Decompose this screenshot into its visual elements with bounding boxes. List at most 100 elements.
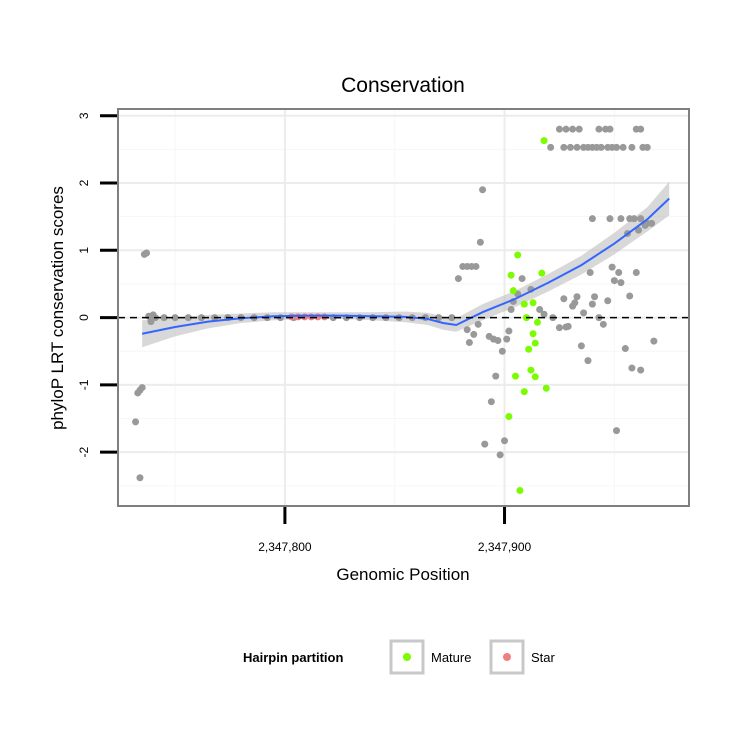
point-other <box>560 143 568 151</box>
point-other <box>597 143 605 151</box>
point-other <box>496 451 504 459</box>
point-other <box>634 226 642 234</box>
point-other <box>171 314 179 322</box>
point-mature <box>516 487 524 495</box>
point-other <box>621 345 629 353</box>
point-other <box>610 277 618 285</box>
point-other <box>555 324 563 332</box>
point-other <box>136 474 144 482</box>
point-other <box>575 125 583 133</box>
point-other <box>160 314 168 322</box>
point-mature <box>529 299 537 307</box>
point-mature <box>527 366 535 374</box>
point-other <box>588 215 596 223</box>
legend-swatch-star <box>503 653 511 661</box>
legend-label-star: Star <box>531 650 556 665</box>
point-mature <box>520 300 528 308</box>
point-other <box>474 320 482 328</box>
point-other <box>435 314 443 322</box>
point-other <box>498 347 506 355</box>
point-other <box>586 269 594 277</box>
point-other <box>632 269 640 277</box>
point-other <box>501 437 509 445</box>
point-other <box>628 143 636 151</box>
legend: Hairpin partition Mature Star <box>243 639 556 675</box>
point-other <box>518 275 526 283</box>
point-other <box>615 269 623 277</box>
point-other <box>540 310 548 318</box>
point-mature <box>507 271 515 279</box>
legend-title: Hairpin partition <box>243 650 343 665</box>
point-other <box>132 418 140 426</box>
point-other <box>454 275 462 283</box>
point-other <box>628 364 636 372</box>
point-other <box>564 322 572 330</box>
point-other <box>505 327 513 335</box>
point-other <box>613 143 621 151</box>
point-mature <box>533 318 541 326</box>
plot-area: -2 -1 0 1 2 3 2,347,800 2,347,900 <box>77 108 690 554</box>
point-other <box>560 295 568 303</box>
point-other <box>494 336 502 344</box>
point-other <box>606 215 614 223</box>
point-other <box>588 300 596 308</box>
point-other <box>463 326 471 334</box>
point-mature <box>509 287 517 295</box>
point-other <box>184 314 192 322</box>
y-axis-title: phyloP LRT conservation scores <box>48 186 67 430</box>
point-mature <box>525 345 533 353</box>
point-other <box>479 186 487 194</box>
point-other <box>197 314 205 322</box>
y-tick-label: -1 <box>77 379 91 390</box>
point-other <box>562 125 570 133</box>
x-axis-title: Genomic Position <box>336 565 469 584</box>
point-other <box>492 372 500 380</box>
point-other <box>604 143 612 151</box>
point-other <box>637 366 645 374</box>
point-other <box>472 262 480 270</box>
point-other <box>630 215 638 223</box>
point-other <box>573 293 581 301</box>
point-other <box>507 306 515 314</box>
point-other <box>569 125 577 133</box>
point-other <box>599 320 607 328</box>
point-mature <box>538 269 546 277</box>
point-other <box>617 215 625 223</box>
point-other <box>626 292 634 300</box>
point-other <box>465 338 473 346</box>
point-other <box>606 125 614 133</box>
point-other <box>643 143 651 151</box>
point-mature <box>520 388 528 396</box>
point-other <box>580 309 588 317</box>
point-other <box>608 263 616 271</box>
point-mature <box>531 339 539 347</box>
point-other <box>470 330 478 338</box>
point-other <box>613 427 621 435</box>
x-tick-label: 2,347,900 <box>478 540 532 554</box>
point-other <box>476 238 484 246</box>
plot-panel <box>118 109 689 506</box>
point-mature <box>542 384 550 392</box>
legend-swatch-mature <box>403 653 411 661</box>
point-other <box>555 125 563 133</box>
point-mature <box>512 372 520 380</box>
y-tick-label: 3 <box>77 112 91 119</box>
plot-border <box>117 108 690 507</box>
point-mature <box>514 251 522 259</box>
point-other <box>138 384 146 392</box>
point-other <box>577 342 585 350</box>
y-tick-label: 2 <box>77 179 91 186</box>
point-mature <box>529 330 537 338</box>
point-other <box>591 293 599 301</box>
point-other <box>573 143 581 151</box>
chart-title: Conservation <box>341 74 465 97</box>
x-tick-label: 2,347,800 <box>258 540 312 554</box>
point-other <box>604 297 612 305</box>
point-mature <box>540 137 548 145</box>
point-other <box>143 249 151 257</box>
point-other <box>637 125 645 133</box>
point-other <box>617 279 625 287</box>
confidence-ribbon <box>142 181 670 348</box>
point-mature <box>531 373 539 381</box>
